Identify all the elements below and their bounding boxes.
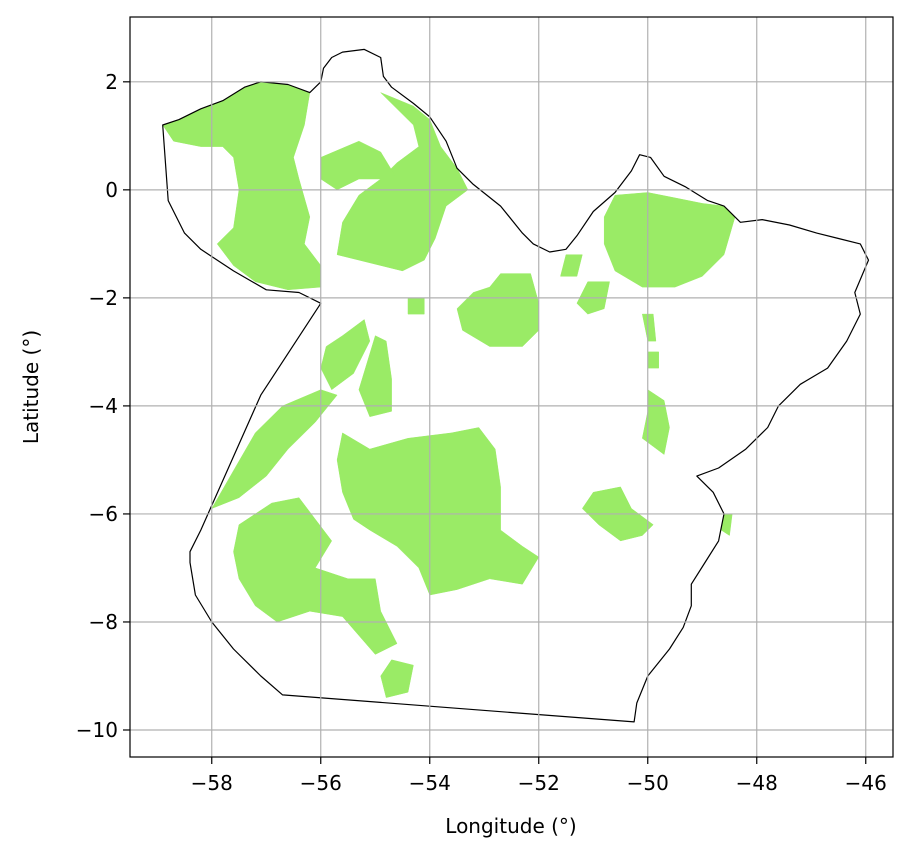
protected-area-9: [336, 427, 540, 596]
protected-area-7: [358, 335, 392, 417]
protected-area-19: [407, 297, 425, 315]
x-tick-label: −52: [518, 771, 560, 795]
y-tick-label: −8: [89, 610, 118, 634]
x-tick-label: −50: [627, 771, 669, 795]
protected-areas-layer: [162, 81, 736, 698]
y-tick-label: −6: [89, 502, 118, 526]
state-boundary: [162, 48, 870, 723]
y-axis-label: Latitude (°): [19, 330, 43, 444]
y-tick-label: −4: [89, 394, 118, 418]
grid-lines: [130, 17, 893, 757]
y-tick-label: 0: [105, 178, 118, 202]
y-tick-label: −2: [89, 286, 118, 310]
axis-ticks: −58 −56 −54 −52 −50 −48 −46 2 0 −2 −4 −6 −8 −10: [76, 70, 887, 795]
protected-area-6: [320, 319, 371, 391]
x-axis-label: Longitude (°): [445, 814, 576, 838]
x-tick-label: −56: [300, 771, 342, 795]
x-tick-label: −58: [191, 771, 233, 795]
y-tick-label: −10: [76, 718, 118, 742]
x-tick-label: −46: [845, 771, 887, 795]
x-tick-label: −54: [409, 771, 451, 795]
x-tick-label: −48: [736, 771, 778, 795]
protected-area-10: [233, 497, 398, 655]
plot-frame: [129, 16, 894, 758]
state-boundary-layer: [162, 48, 870, 723]
protected-area-14: [380, 659, 414, 698]
protected-area-4: [603, 192, 736, 288]
protected-area-5: [456, 273, 540, 347]
protected-area-18: [647, 351, 659, 369]
protected-area-17: [641, 313, 657, 342]
protected-area-3: [320, 140, 398, 191]
y-tick-label: 2: [105, 70, 118, 94]
protected-area-8: [211, 389, 338, 509]
protected-area-2: [336, 92, 469, 272]
protected-area-15: [560, 254, 583, 277]
